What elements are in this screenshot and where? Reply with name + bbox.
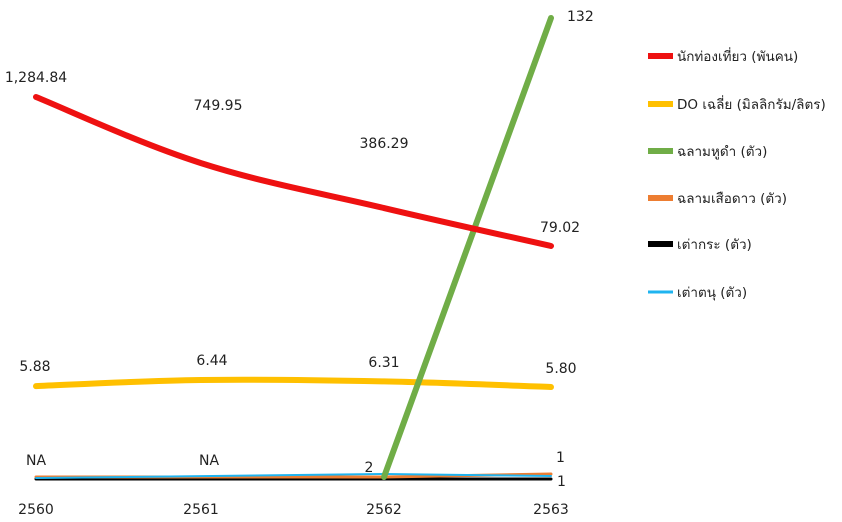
data-label: 79.02 [540, 220, 580, 236]
data-label: 1,284.84 [5, 70, 67, 86]
legend-item: ฉลามหูดำ (ตัว) [648, 144, 767, 160]
legend: นักท่องเที่ยว (พันคน) DO เฉลี่ย (มิลลิกรั… [648, 47, 826, 301]
data-label: 6.31 [368, 355, 399, 371]
legend-label: เต่าตนุ (ตัว) [677, 285, 747, 301]
series-line-1 [33, 376, 554, 390]
x-tick-label: 2560 [18, 502, 54, 518]
data-label: 1 [557, 474, 566, 490]
data-label: 2 [365, 460, 374, 476]
legend-label: เต่ากระ (ตัว) [677, 237, 752, 253]
data-label: 6.44 [196, 353, 227, 369]
legend-item: นักท่องเที่ยว (พันคน) [648, 47, 798, 65]
legend-item: ฉลามเสือดาว (ตัว) [648, 191, 787, 207]
legend-label: ฉลามเสือดาว (ตัว) [677, 191, 787, 207]
legend-label: DO เฉลี่ย (มิลลิกรัม/ลิตร) [677, 95, 826, 113]
series-line-0 [33, 94, 554, 249]
x-tick-label: 2563 [533, 502, 569, 518]
data-label: 749.95 [194, 98, 243, 114]
x-tick-label: 2561 [183, 502, 219, 518]
data-label: 132 [567, 9, 594, 25]
data-label: 1 [556, 450, 565, 466]
legend-label: นักท่องเที่ยว (พันคน) [677, 47, 798, 65]
series-line-2 [381, 15, 554, 480]
legend-item: DO เฉลี่ย (มิลลิกรัม/ลิตร) [648, 95, 826, 113]
x-axis-ticks: 2560 2561 2562 2563 [18, 502, 569, 518]
legend-item: เต่าตนุ (ตัว) [648, 285, 747, 301]
data-label: NA [26, 453, 46, 469]
data-label: NA [199, 453, 219, 469]
data-label: 5.88 [19, 359, 50, 375]
legend-item: เต่ากระ (ตัว) [648, 237, 752, 253]
data-label: 386.29 [360, 136, 409, 152]
x-tick-label: 2562 [366, 502, 402, 518]
series-lines [33, 15, 554, 481]
data-label: 5.80 [545, 361, 576, 377]
data-labels: 1,284.84 749.95 386.29 79.02 5.88 6.44 6.31 5.8… [5, 9, 594, 490]
legend-label: ฉลามหูดำ (ตัว) [677, 144, 767, 160]
